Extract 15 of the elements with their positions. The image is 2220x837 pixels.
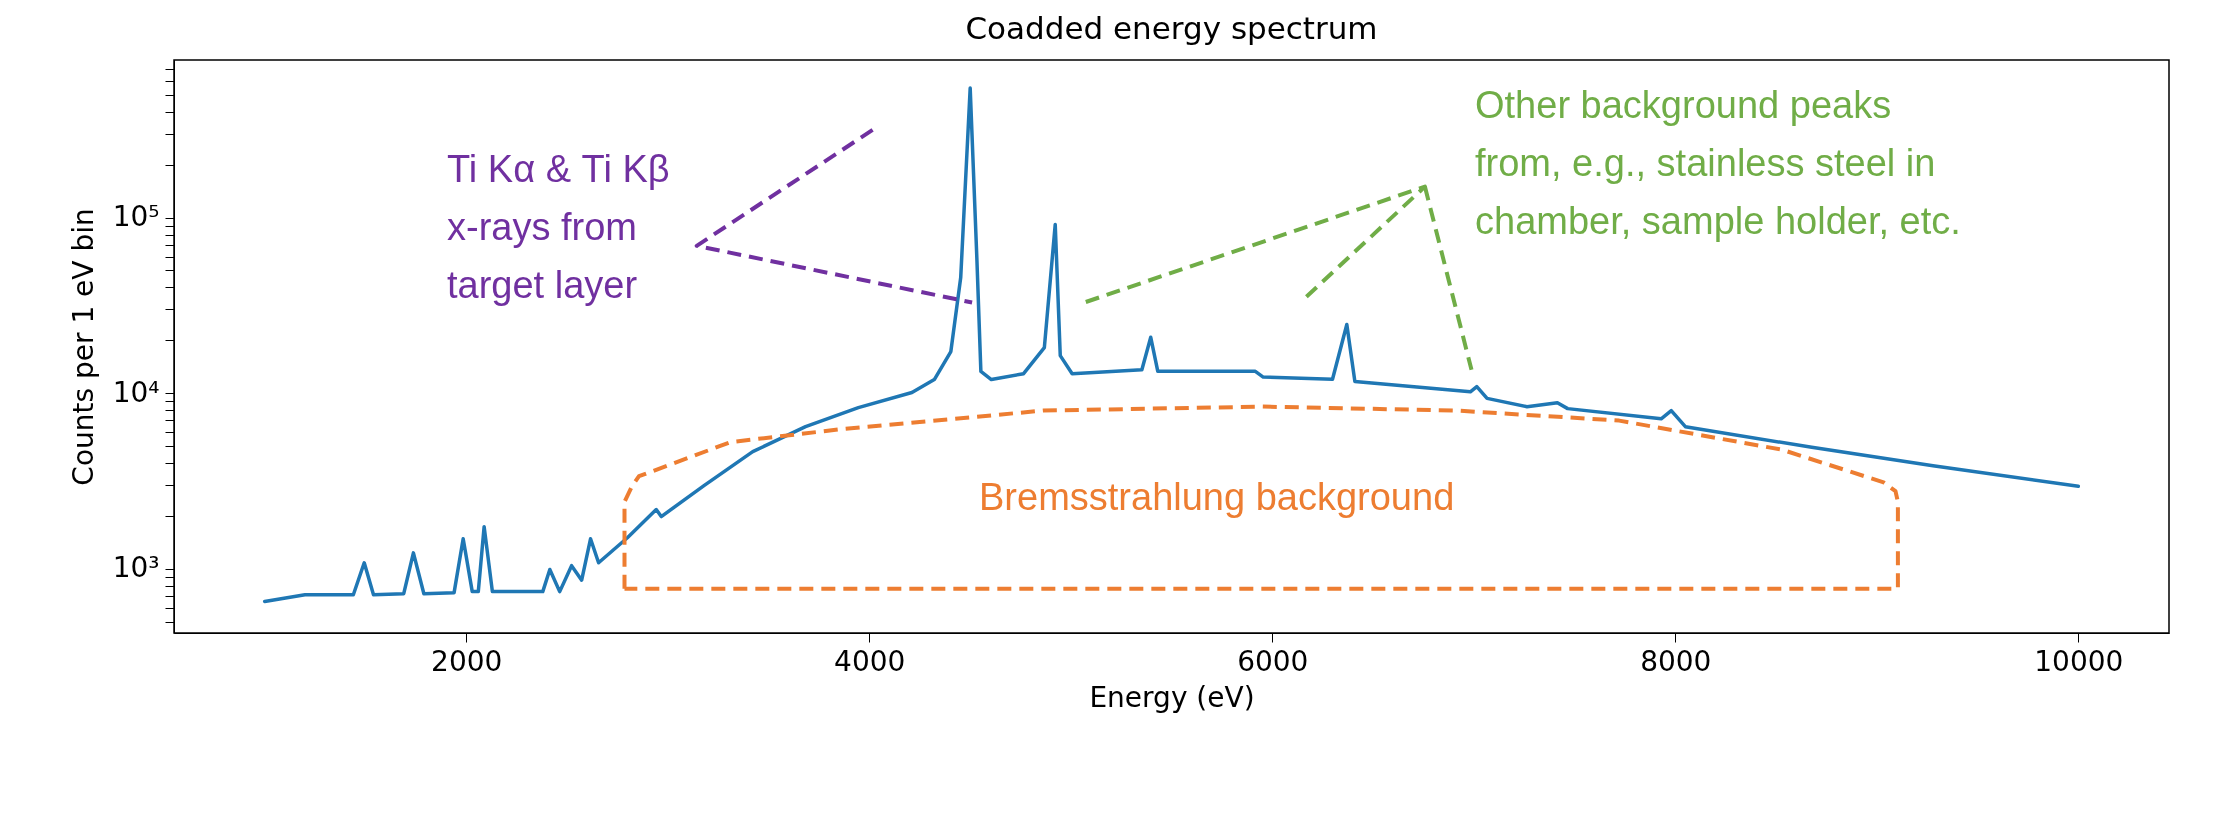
x-tick-label: 2000 (431, 644, 503, 678)
chart-title: Coadded energy spectrum (965, 10, 1378, 46)
y-tick-label: 10³ (112, 551, 160, 585)
x-tick-label: 6000 (1237, 644, 1309, 678)
x-tick-label: 10000 (2034, 644, 2124, 678)
x-tick-label: 8000 (1640, 644, 1712, 678)
x-tick-label: 4000 (834, 644, 906, 678)
annotation: Bremsstrahlung background (979, 476, 1455, 518)
annotation: Other background peaks from, e.g., stainless steel in chamber, sample holder, etc. (1475, 84, 1961, 242)
line-series (262, 86, 2081, 604)
annotation: Ti Kα & Ti Kβ x-rays from target layer (447, 148, 670, 306)
x-axis-title: Energy (eV) (1089, 680, 1255, 714)
y-axis-title: Counts per 1 eV bin (66, 208, 100, 486)
y-tick-label: 10⁵ (112, 200, 160, 234)
y-tick-label: 10⁴ (112, 375, 160, 409)
